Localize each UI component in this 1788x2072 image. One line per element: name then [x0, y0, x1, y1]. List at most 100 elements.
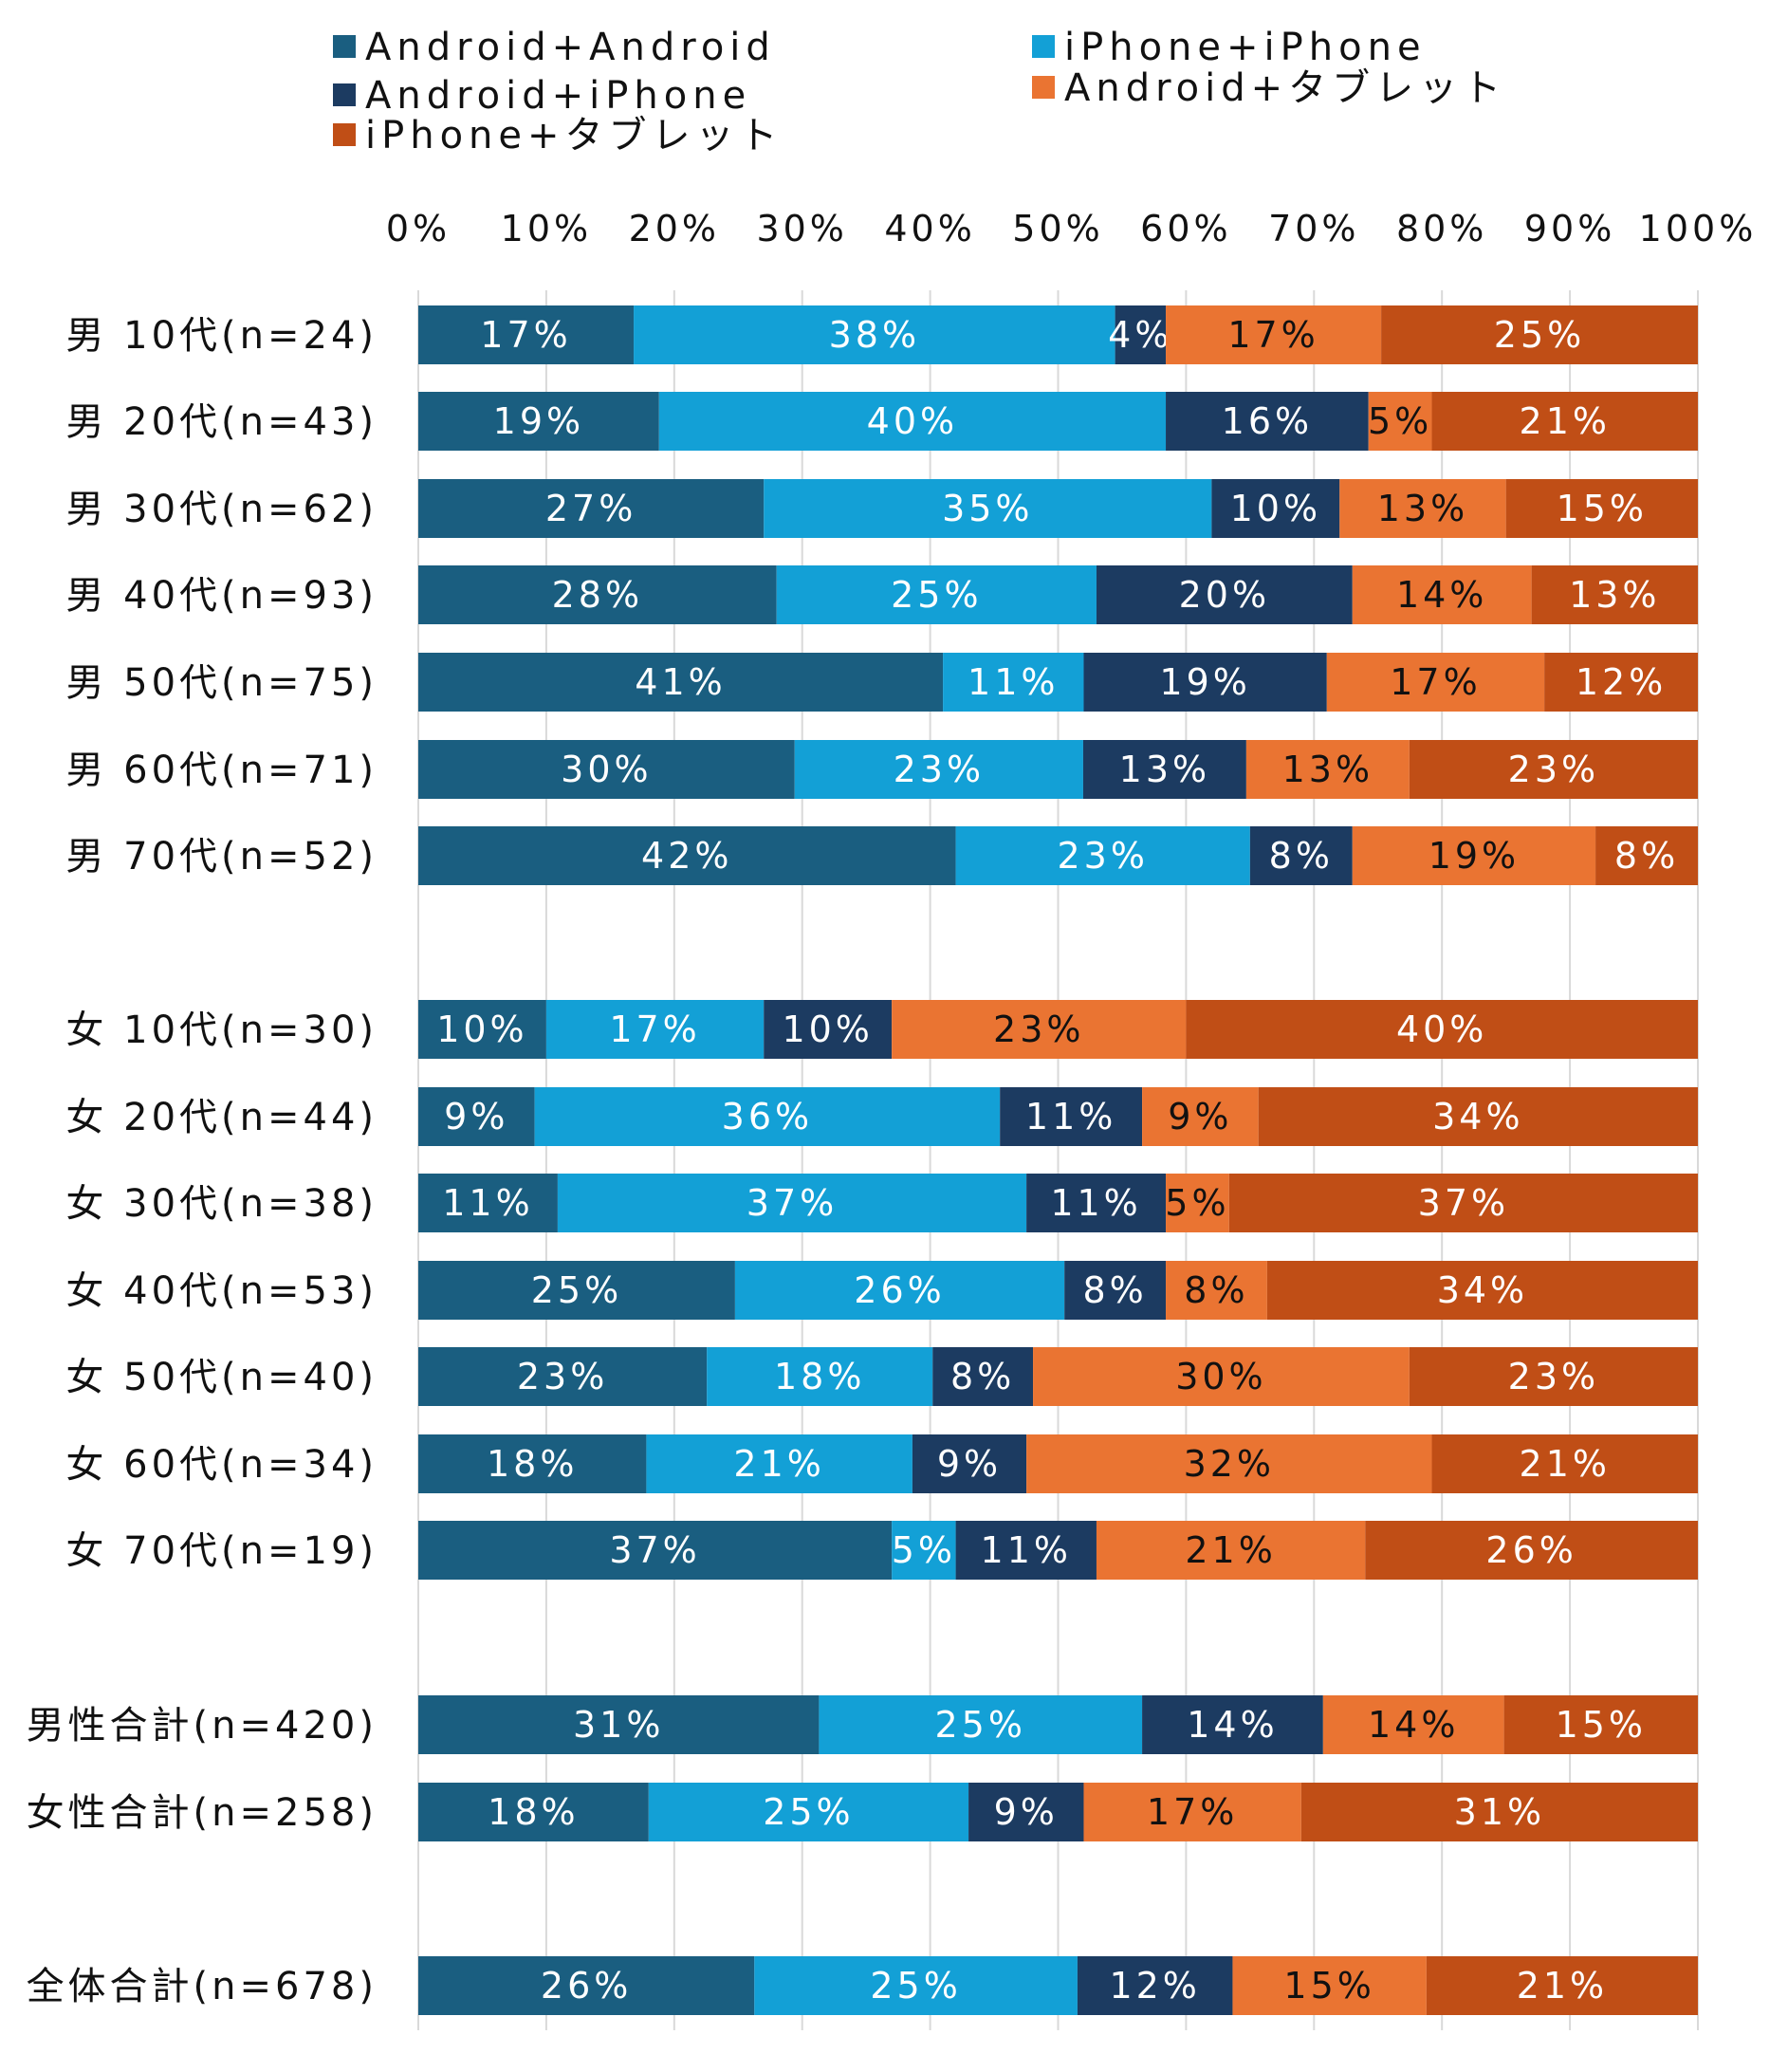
bar-segment — [1409, 1347, 1698, 1406]
legend-label: iPhone+iPhone — [1064, 26, 1427, 69]
row-label: 男 10代(n=24) — [65, 314, 378, 358]
x-tick-label: 30% — [756, 208, 847, 250]
bars: 17% 38% 4% 17% 25% 19% 40% 16% 5% 21% 27% 35% 10% 13%… — [418, 305, 1698, 2015]
legend: Android+Android iPhone+iPhone Android+iPho… — [333, 26, 1506, 157]
data-label: 19% — [1159, 661, 1250, 703]
data-label: 41% — [635, 661, 726, 703]
data-label: 11% — [1050, 1182, 1141, 1224]
data-label: 25% — [891, 574, 982, 616]
data-label: 19% — [493, 400, 584, 442]
data-label: 21% — [733, 1443, 824, 1485]
data-label: 40% — [867, 400, 958, 442]
data-label: 23% — [1057, 835, 1148, 877]
bar-segment — [1249, 826, 1353, 885]
bar-segment — [955, 1521, 1097, 1580]
data-label: 8% — [1184, 1269, 1248, 1311]
bar-row: 11% 37% 11% 5% 37% — [418, 1174, 1698, 1232]
data-label: 10% — [782, 1008, 873, 1050]
bar-segment — [1083, 1783, 1301, 1841]
bar-row: 31% 25% 14% 14% 15% — [418, 1695, 1698, 1754]
bar-segment — [764, 1000, 893, 1059]
data-label: 25% — [870, 1965, 961, 2007]
bar-segment — [1258, 1087, 1698, 1146]
bar-segment — [1409, 740, 1698, 799]
bar-segment — [1096, 565, 1353, 624]
x-tick-label: 100% — [1639, 208, 1758, 250]
data-label: 17% — [480, 314, 571, 356]
bar-segment — [1245, 740, 1410, 799]
x-tick-label: 50% — [1012, 208, 1103, 250]
bar-row: 23% 18% 8% 30% 23% — [418, 1347, 1698, 1406]
data-label: 38% — [829, 314, 920, 356]
bar-segment — [912, 1434, 1027, 1493]
bar-row: 30% 23% 13% 13% 23% — [418, 740, 1698, 799]
data-label: 31% — [573, 1704, 664, 1746]
bar-segment — [819, 1695, 1143, 1754]
data-label: 9% — [1168, 1096, 1232, 1138]
data-label: 12% — [1576, 661, 1667, 703]
row-label: 女 10代(n=30) — [65, 1008, 378, 1052]
data-label: 32% — [1184, 1443, 1275, 1485]
bar-segment — [1352, 826, 1596, 885]
row-label: 男性合計(n=420) — [27, 1704, 378, 1748]
data-label: 17% — [1390, 661, 1481, 703]
data-label: 18% — [774, 1356, 865, 1397]
row-label: 女 70代(n=19) — [65, 1529, 378, 1573]
bar-segment — [1083, 653, 1327, 712]
bar-segment — [1142, 1695, 1323, 1754]
bar-segment — [892, 1000, 1187, 1059]
bar-segment — [557, 1174, 1027, 1232]
data-label: 15% — [1557, 488, 1648, 529]
bar-segment — [418, 826, 956, 885]
data-label: 37% — [747, 1182, 838, 1224]
legend-label: Android+Android — [365, 26, 776, 69]
data-label: 15% — [1283, 1965, 1374, 2007]
data-label: 35% — [942, 488, 1033, 529]
bar-row: 41% 11% 19% 17% 12% — [418, 653, 1698, 712]
data-label: 10% — [436, 1008, 527, 1050]
x-axis-ticks: 0% 10% 20% 30% 40% 50% 60% 70% 80% 90% 100% — [386, 208, 1758, 250]
row-label: 女 20代(n=44) — [65, 1096, 378, 1139]
row-label: 男 30代(n=62) — [65, 488, 378, 531]
bar-segment — [1300, 1783, 1698, 1841]
data-label: 20% — [1179, 574, 1270, 616]
legend-label: Android+iPhone — [365, 74, 751, 118]
data-label: 13% — [1569, 574, 1660, 616]
data-label: 13% — [1119, 749, 1210, 790]
data-label: 19% — [1429, 835, 1520, 877]
x-tick-label: 10% — [501, 208, 592, 250]
data-label: 23% — [894, 749, 985, 790]
bar-segment — [658, 392, 1167, 451]
bar-segment — [1033, 1347, 1410, 1406]
legend-item: Android+iPhone — [333, 74, 751, 118]
data-label: 5% — [1165, 1182, 1229, 1224]
bar-segment — [418, 1087, 535, 1146]
data-label: 40% — [1396, 1008, 1487, 1050]
data-label: 9% — [994, 1791, 1059, 1833]
data-label: 11% — [1025, 1096, 1116, 1138]
data-label: 18% — [488, 1791, 579, 1833]
data-label: 26% — [1485, 1529, 1576, 1571]
bar-row: 10% 17% 10% 23% 40% — [418, 1000, 1698, 1059]
data-label: 36% — [722, 1096, 813, 1138]
data-label: 34% — [1432, 1096, 1523, 1138]
data-label: 17% — [609, 1008, 700, 1050]
row-label: 男 50代(n=75) — [65, 661, 378, 705]
data-label: 10% — [1230, 488, 1321, 529]
data-label: 27% — [545, 488, 636, 529]
bar-segment — [968, 1783, 1084, 1841]
data-label: 5% — [1368, 400, 1432, 442]
legend-item: Android+タブレット — [1032, 66, 1506, 110]
bar-segment — [1368, 392, 1432, 451]
data-label: 23% — [1508, 749, 1599, 790]
data-label: 12% — [1109, 1965, 1200, 2007]
bar-segment — [1503, 1695, 1698, 1754]
legend-label: Android+タブレット — [1064, 66, 1506, 110]
data-label: 15% — [1556, 1704, 1647, 1746]
bar-segment — [1431, 1434, 1698, 1493]
bar-segment — [634, 305, 1115, 364]
bar-segment — [764, 479, 1212, 538]
bar-segment — [1166, 392, 1369, 451]
data-label: 25% — [763, 1791, 854, 1833]
